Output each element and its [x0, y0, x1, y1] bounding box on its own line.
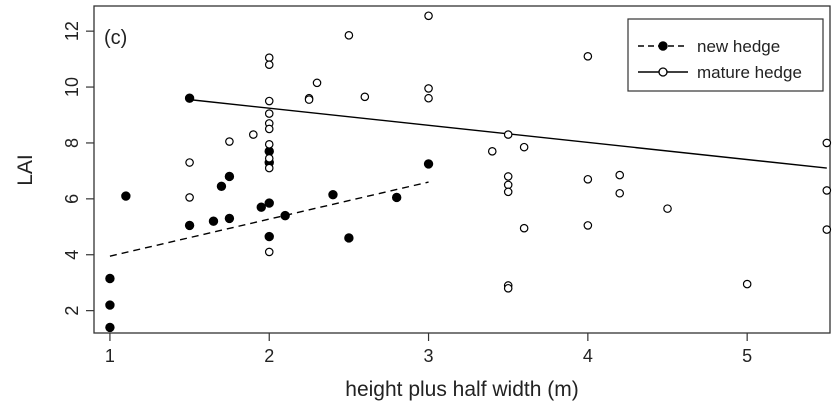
x-tick-label: 4 [583, 346, 593, 366]
new-hedge-point [224, 213, 235, 224]
mature-hedge-point [264, 96, 274, 106]
new-hedge-point [216, 181, 227, 191]
plot-frame [93, 5, 831, 334]
mature-hedge-point [264, 140, 274, 149]
new-hedge-point [184, 220, 195, 231]
new-hedge-fit-line [109, 181, 429, 257]
legend-box [627, 18, 824, 92]
y-tick-label: 4 [62, 250, 82, 260]
new-hedge-point [264, 198, 274, 208]
mature-hedge-point [264, 60, 274, 69]
y-tick-label: 10 [62, 77, 82, 97]
new-hedge-point [121, 191, 131, 201]
legend-new-hedge-label: new hedge [697, 37, 780, 56]
mature-hedge-point [344, 31, 354, 40]
mature-hedge-point [360, 92, 370, 102]
y-tick-label: 12 [62, 21, 82, 41]
mature-hedge-point [264, 247, 274, 257]
y-axis-title: LAI [14, 154, 37, 186]
mature-hedge-point [312, 78, 322, 88]
mature-hedge-point [264, 163, 274, 173]
mature-hedge-point [503, 172, 513, 181]
mature-hedge-point [249, 130, 258, 139]
mature-hedge-point [519, 223, 529, 233]
panel-label: (c) [104, 27, 127, 49]
y-tick-label: 6 [62, 194, 82, 204]
mature-hedge-point [583, 52, 593, 61]
mature-hedge-point [424, 84, 433, 93]
new-hedge-point [264, 231, 274, 242]
x-tick-label: 3 [424, 346, 434, 366]
mature-hedge-point [424, 11, 433, 21]
mature-hedge-point [615, 170, 625, 180]
mature-hedge-point [264, 53, 274, 63]
mature-hedge-point [822, 138, 832, 148]
data-points [105, 11, 832, 333]
new-hedge-point [280, 210, 290, 221]
x-axis-title: height plus half width (m) [345, 378, 578, 401]
new-hedge-point [105, 300, 115, 310]
mature-hedge-point [503, 283, 513, 293]
mature-hedge-point [583, 174, 593, 184]
x-tick-label: 1 [105, 346, 115, 366]
mature-hedge-point [264, 154, 274, 163]
new-hedge-point [391, 192, 402, 203]
new-hedge-point [105, 322, 115, 333]
mature-hedge-point [264, 124, 274, 134]
mature-hedge-point [264, 109, 274, 118]
new-hedge-point [344, 233, 354, 243]
legend-mature-hedge-marker [658, 67, 668, 77]
mature-hedge-point [822, 225, 832, 234]
mature-hedge-point [185, 158, 194, 167]
new-hedge-point [224, 171, 235, 182]
y-tick-label: 8 [62, 138, 82, 148]
mature-hedge-point [185, 193, 194, 202]
mature-hedge-point [663, 204, 672, 213]
legend-new-hedge-marker [658, 41, 668, 51]
mature-hedge-point [742, 279, 752, 289]
mature-hedge-point [225, 137, 234, 146]
fit-lines [109, 98, 827, 257]
x-tick-label: 5 [742, 346, 752, 366]
mature-hedge-point [503, 180, 513, 190]
new-hedge-point [256, 202, 266, 212]
mature-hedge-point [519, 142, 529, 152]
x-axis: 1 2 3 4 5 [105, 333, 752, 366]
mature-hedge-point [583, 221, 593, 230]
legend-mature-hedge-label: mature hedge [697, 63, 802, 82]
mature-hedge-point [424, 93, 433, 103]
y-axis: 2 4 6 8 10 12 [62, 21, 94, 316]
new-hedge-point [184, 93, 195, 103]
new-hedge-point [328, 189, 338, 200]
mature-hedge-point [822, 186, 832, 195]
mature-hedge-point [615, 188, 625, 198]
mature-hedge-point [304, 95, 314, 104]
new-hedge-point [105, 273, 115, 284]
mature-hedge-point [503, 130, 513, 139]
y-tick-label: 2 [62, 306, 82, 316]
new-hedge-point [423, 159, 434, 169]
x-tick-label: 2 [264, 346, 274, 366]
mature-hedge-point [487, 147, 497, 156]
legend: new hedge mature hedge [627, 18, 824, 92]
mature-hedge-point [503, 187, 513, 197]
new-hedge-point [208, 216, 219, 226]
